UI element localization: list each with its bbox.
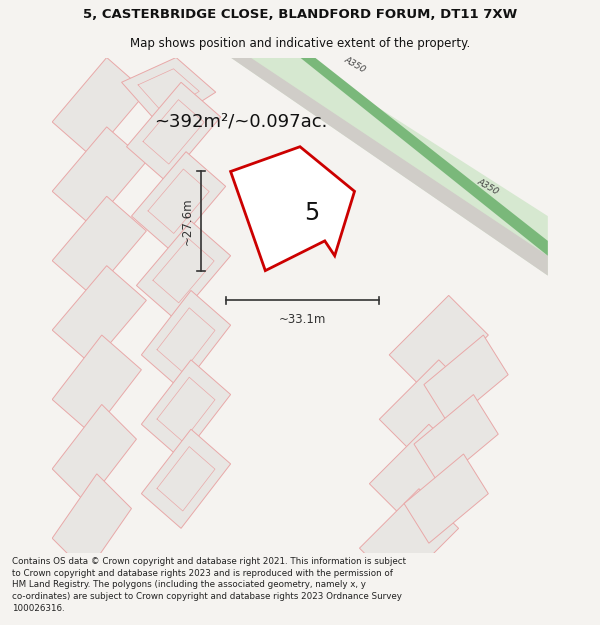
Text: ~27.6m: ~27.6m (181, 198, 193, 245)
Polygon shape (142, 291, 230, 389)
Text: 5, CASTERBRIDGE CLOSE, BLANDFORD FORUM, DT11 7XW: 5, CASTERBRIDGE CLOSE, BLANDFORD FORUM, … (83, 8, 517, 21)
Polygon shape (424, 335, 508, 424)
Polygon shape (52, 266, 146, 365)
Polygon shape (230, 58, 548, 276)
Text: A350: A350 (342, 55, 367, 74)
Polygon shape (359, 489, 458, 588)
Polygon shape (414, 394, 498, 484)
Text: 5: 5 (304, 201, 319, 225)
Text: Contains OS data © Crown copyright and database right 2021. This information is : Contains OS data © Crown copyright and d… (12, 557, 406, 613)
Polygon shape (230, 147, 355, 271)
Polygon shape (389, 296, 488, 394)
Polygon shape (52, 474, 131, 573)
Polygon shape (52, 58, 146, 157)
Polygon shape (404, 454, 488, 543)
Polygon shape (52, 335, 142, 434)
Text: Map shows position and indicative extent of the property.: Map shows position and indicative extent… (130, 37, 470, 49)
Text: A350: A350 (476, 177, 501, 196)
Polygon shape (230, 58, 548, 276)
Polygon shape (127, 82, 221, 181)
Polygon shape (142, 429, 230, 528)
Polygon shape (52, 404, 136, 504)
Polygon shape (52, 127, 146, 226)
Polygon shape (300, 58, 548, 256)
Text: ~33.1m: ~33.1m (279, 312, 326, 326)
Text: ~392m²/~0.097ac.: ~392m²/~0.097ac. (154, 113, 327, 131)
Polygon shape (131, 152, 226, 251)
Polygon shape (370, 424, 469, 523)
Polygon shape (142, 360, 230, 459)
Polygon shape (379, 360, 478, 459)
Polygon shape (52, 196, 146, 296)
Polygon shape (136, 221, 230, 320)
Polygon shape (122, 58, 216, 127)
